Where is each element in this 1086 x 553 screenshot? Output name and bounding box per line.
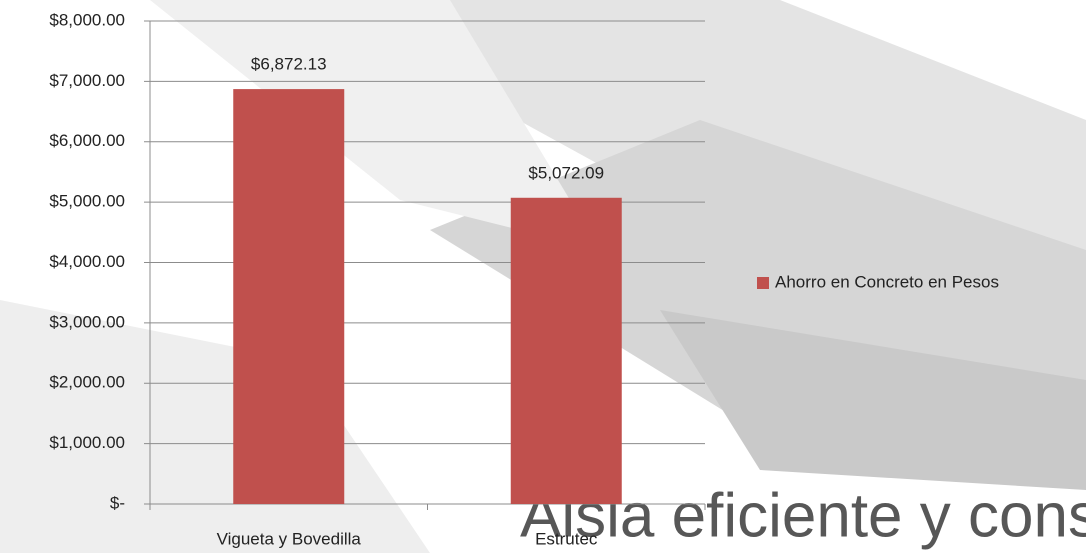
y-tick-label: $7,000.00 (49, 71, 125, 90)
y-tick-label: $- (110, 493, 125, 512)
data-label: $6,872.13 (251, 55, 327, 74)
y-tick-label: $8,000.00 (49, 10, 125, 29)
y-tick-label: $5,000.00 (49, 192, 125, 211)
data-label: $5,072.09 (528, 163, 604, 182)
y-tick-label: $6,000.00 (49, 131, 125, 150)
bar (510, 197, 622, 504)
bar (233, 89, 345, 504)
y-tick-label: $1,000.00 (49, 433, 125, 452)
legend-label: Ahorro en Concreto en Pesos (775, 272, 999, 291)
x-tick-label: Estrutec (535, 529, 598, 548)
y-tick-label: $2,000.00 (49, 373, 125, 392)
x-tick-label: Vigueta y Bovedilla (217, 529, 362, 548)
y-tick-label: $3,000.00 (49, 312, 125, 331)
y-tick-label: $4,000.00 (49, 252, 125, 271)
legend-swatch (757, 277, 769, 289)
